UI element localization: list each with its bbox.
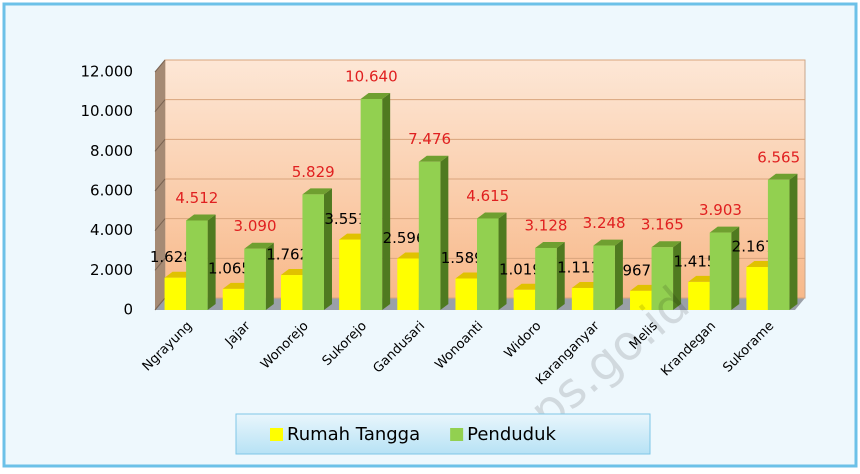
- bar: [360, 98, 383, 311]
- value-label: 3.165: [641, 216, 684, 234]
- y-tick-label: 0: [123, 301, 133, 319]
- bar: [651, 247, 674, 310]
- value-label: 1.065: [208, 259, 251, 277]
- legend-label: Rumah Tangga: [287, 424, 420, 445]
- value-label: 1.019: [499, 260, 542, 278]
- bar-top: [477, 212, 507, 219]
- bar: [688, 281, 710, 310]
- bar-top: [593, 239, 623, 246]
- bar-side: [440, 155, 449, 310]
- bar-side: [731, 226, 740, 310]
- y-tick-label: 4.000: [90, 221, 133, 239]
- bar: [535, 247, 557, 310]
- y-tick-label: 8.000: [90, 142, 133, 160]
- bar: [455, 278, 477, 310]
- bar-top: [651, 241, 682, 248]
- bar-top: [360, 92, 391, 99]
- bar-side: [614, 239, 623, 310]
- bar-side: [556, 241, 565, 310]
- y-tick-label: 6.000: [90, 182, 133, 200]
- bar: [767, 179, 790, 310]
- legend-swatch: [270, 428, 283, 441]
- value-label: 3.128: [524, 216, 567, 234]
- value-label: 1.415: [673, 252, 716, 270]
- bar-side: [207, 214, 216, 310]
- bar: [397, 258, 419, 310]
- bar: [280, 275, 303, 310]
- grid-line-side: [154, 297, 166, 311]
- bar-top: [186, 214, 216, 221]
- value-label: 967: [622, 261, 651, 279]
- grid-line-side: [154, 59, 166, 73]
- value-label: 1.762: [266, 246, 309, 264]
- bar: [302, 194, 324, 310]
- bar: [186, 220, 208, 310]
- value-label: 3.903: [699, 201, 742, 219]
- value-label: 2.167: [732, 238, 775, 256]
- bar-side: [673, 241, 682, 310]
- bar: [339, 239, 361, 310]
- bar-top: [418, 155, 449, 162]
- value-label: 1.589: [441, 249, 484, 267]
- bar-side: [265, 242, 274, 310]
- bar: [746, 267, 768, 310]
- bar-top: [709, 226, 740, 233]
- value-label: 3.248: [583, 214, 626, 232]
- bar: [418, 161, 441, 310]
- grid-line-side: [154, 258, 166, 271]
- legend-label: Penduduk: [467, 424, 556, 445]
- legend-swatch: [450, 428, 464, 441]
- bar-side: [789, 173, 798, 310]
- y-tick-label: 2.000: [90, 261, 133, 279]
- bar: [571, 287, 594, 310]
- value-label: 4.615: [466, 187, 509, 205]
- bar: [244, 248, 266, 310]
- bar-side: [382, 92, 391, 311]
- bar: [477, 218, 499, 310]
- value-label: 1.111: [557, 258, 600, 276]
- y-tick-label: 12.000: [81, 63, 134, 81]
- legend-box: [235, 413, 651, 455]
- y-tick-label: 10.000: [81, 102, 134, 120]
- value-label: 10.640: [345, 67, 398, 85]
- value-label: 1.628: [150, 248, 193, 266]
- value-label: 5.829: [292, 163, 335, 181]
- grid-line-side: [154, 99, 166, 112]
- value-label: 2.596: [383, 229, 426, 247]
- value-label: 7.476: [408, 130, 451, 148]
- grid-line-side: [154, 139, 166, 152]
- bar-side: [498, 212, 507, 310]
- bar-top: [244, 242, 274, 249]
- value-label: 4.512: [175, 189, 218, 207]
- value-label: 3.090: [234, 217, 277, 235]
- value-label: 3.551: [324, 210, 367, 228]
- grid-line-side: [154, 178, 166, 192]
- grid-line-side: [154, 218, 166, 231]
- bar-top: [767, 173, 798, 180]
- bar: [709, 232, 732, 310]
- bar: [593, 245, 615, 310]
- bar: [164, 277, 187, 310]
- bar-top: [535, 241, 565, 248]
- value-label: 6.565: [757, 148, 800, 166]
- bar-top: [302, 188, 332, 195]
- bar-side: [323, 188, 332, 310]
- bar: [513, 289, 536, 310]
- bar: [222, 288, 245, 310]
- bar: [630, 290, 652, 310]
